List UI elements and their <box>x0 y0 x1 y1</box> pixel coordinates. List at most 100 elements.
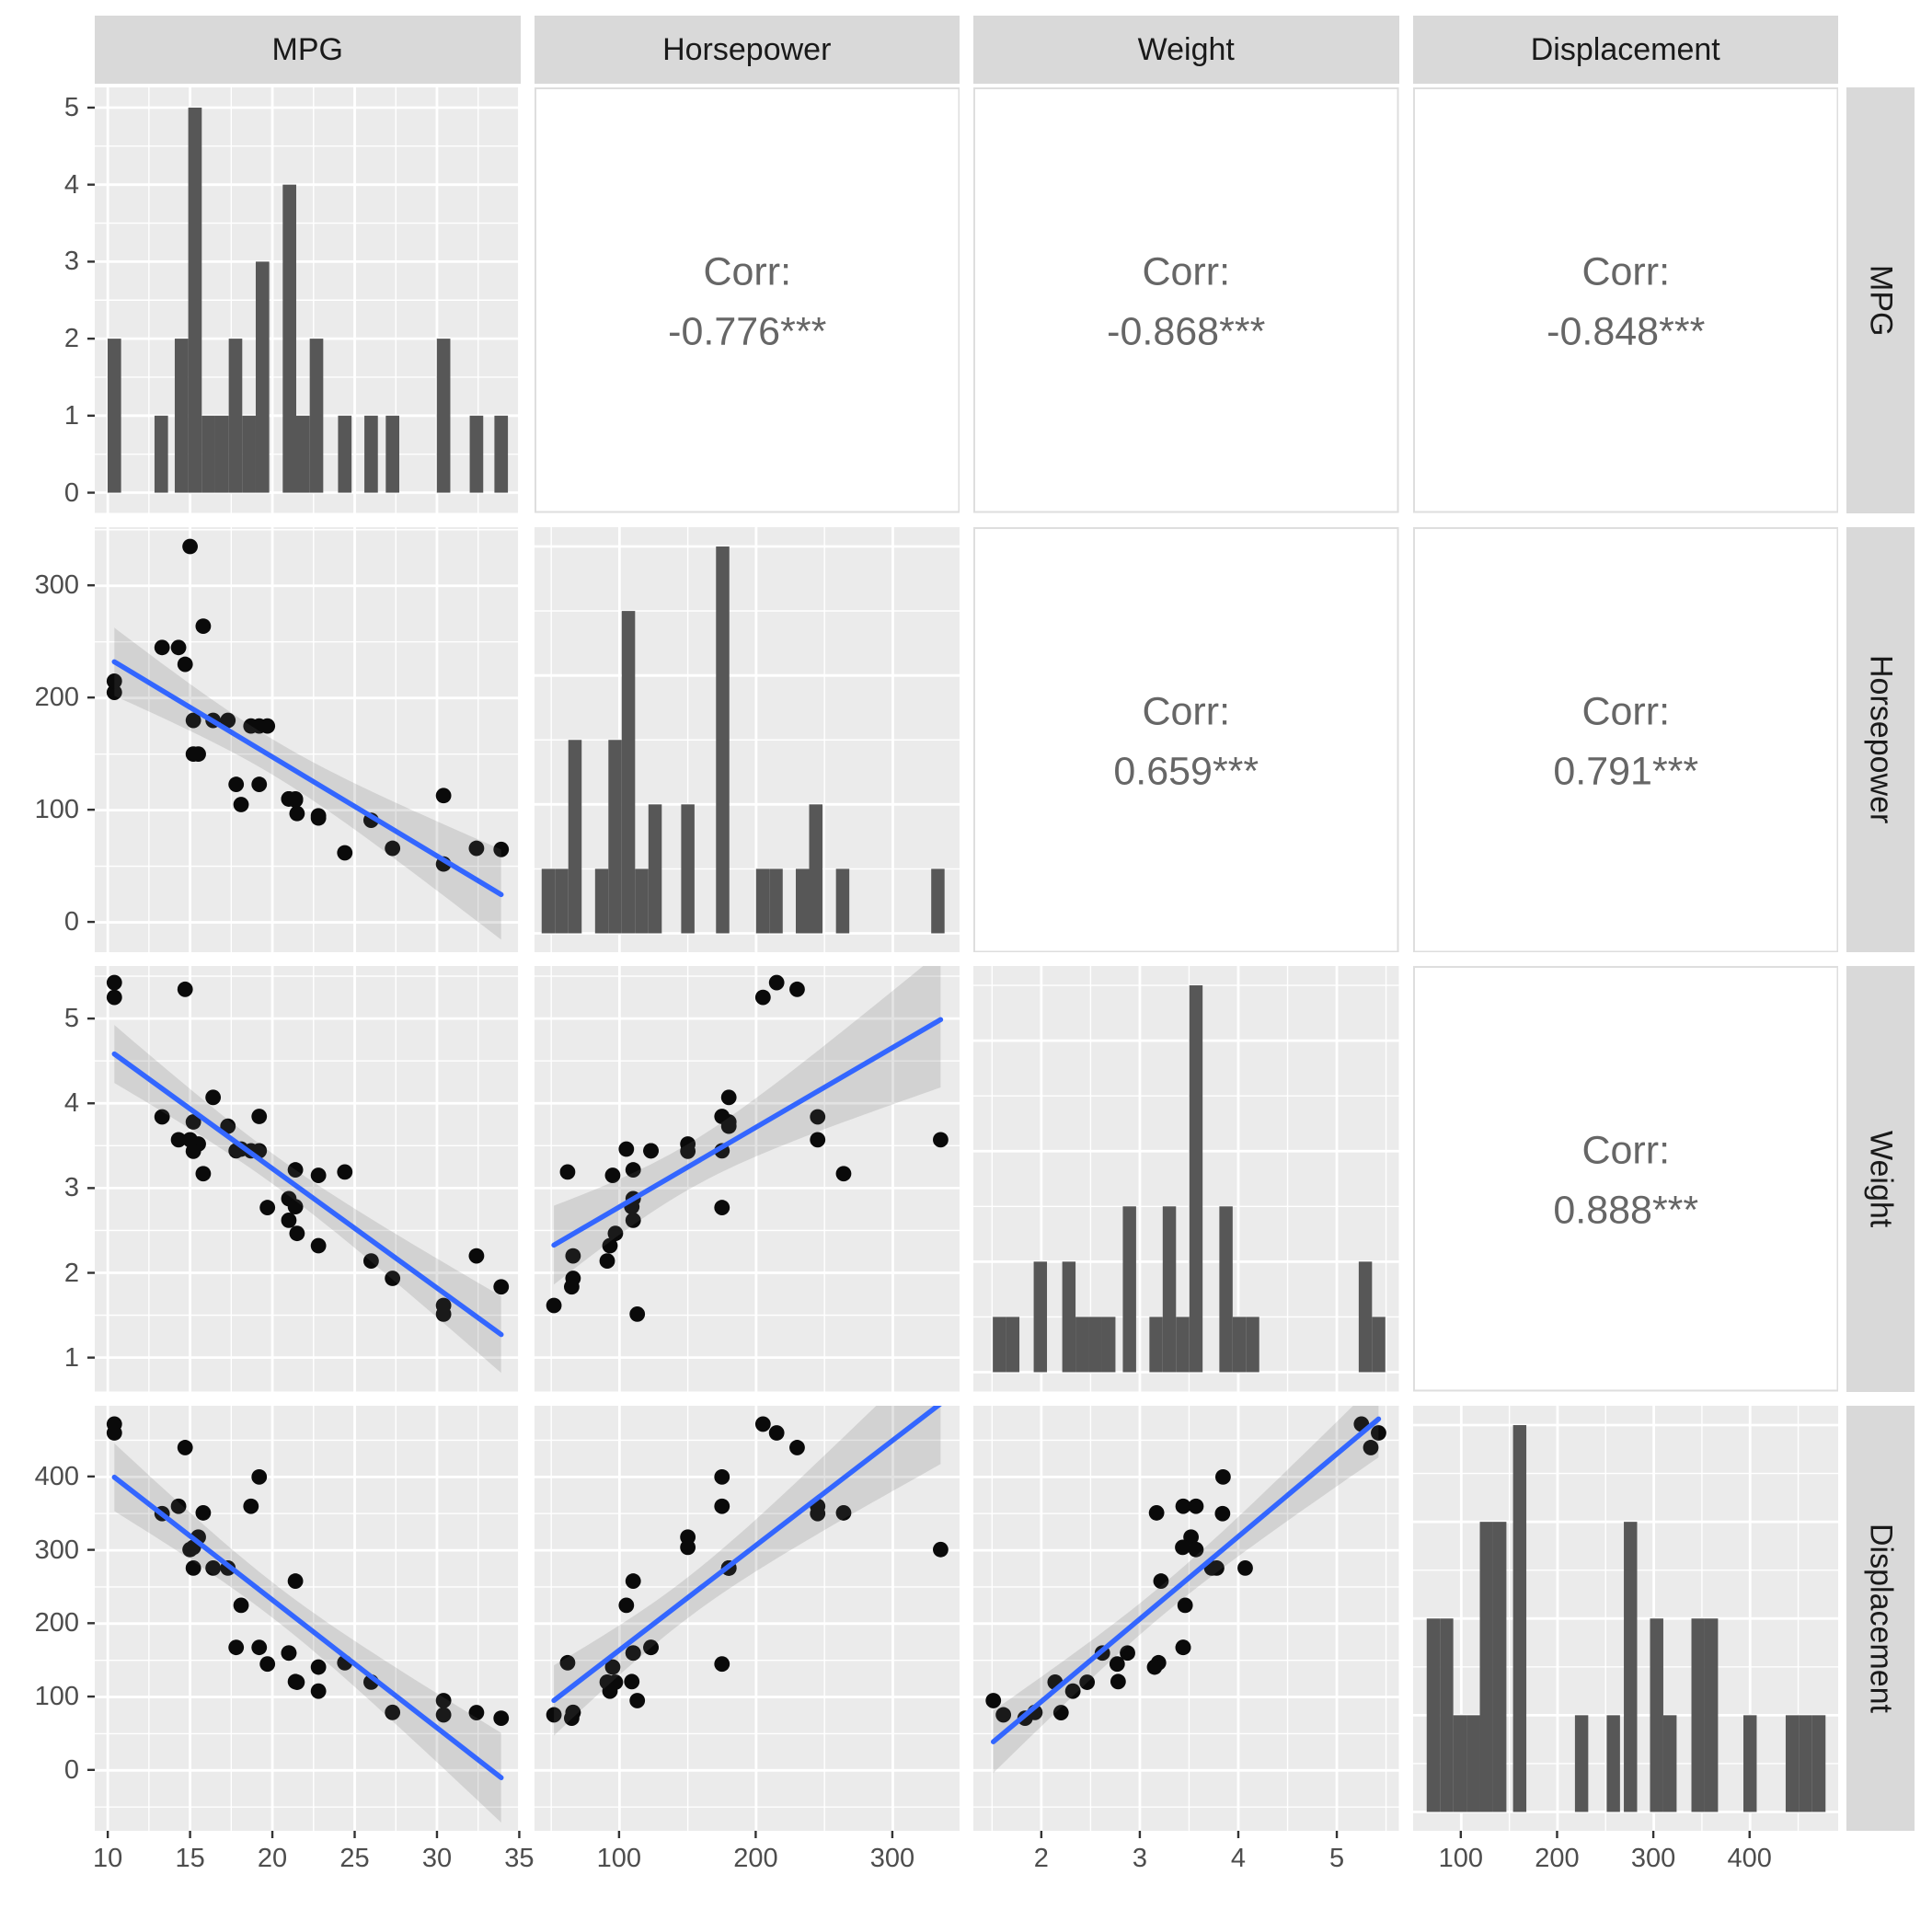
histogram-bar <box>568 739 581 933</box>
histogram-bar <box>1189 985 1203 1373</box>
row-strip-weight: Weight <box>1846 966 1915 1392</box>
histogram-bar <box>1691 1617 1705 1811</box>
y-tick-label: 100 <box>34 1682 79 1712</box>
x-tick-label: 100 <box>1438 1844 1483 1873</box>
confidence-ribbon <box>553 1405 940 1735</box>
row-strip-label: Weight <box>1863 1130 1899 1227</box>
histogram-bar <box>607 739 622 933</box>
y-tick-label: 1 <box>63 400 79 431</box>
histogram-bar <box>154 415 168 493</box>
histogram-bar <box>755 868 769 933</box>
row-strip-label: MPG <box>1863 264 1899 336</box>
histogram-bar <box>1492 1521 1506 1811</box>
grid-lines <box>534 526 960 952</box>
corr-value: -0.776*** <box>668 309 826 353</box>
corr-label: Corr: <box>1142 249 1230 293</box>
histogram-bar <box>1742 1714 1756 1811</box>
y-tick-label: 0 <box>63 907 79 937</box>
hist-panel-disp <box>1412 1405 1838 1831</box>
histogram-bar <box>107 339 121 493</box>
histogram-bar <box>835 868 849 933</box>
histogram-bar <box>1574 1714 1588 1811</box>
scatter-panel-disp-vs-wt <box>973 1405 1399 1831</box>
y-tick-label: 2 <box>63 324 79 354</box>
y-tick-label: 200 <box>34 1608 79 1639</box>
histogram-bar <box>1785 1714 1799 1811</box>
y-tick-label: 300 <box>34 1535 79 1565</box>
corr-panel-mpg-displacement: Corr: -0.848*** <box>1412 87 1838 513</box>
corr-label: Corr: <box>1581 689 1670 733</box>
y-tick-label: 300 <box>34 570 79 601</box>
corr-panel-horsepower-displacement: Corr: 0.791*** <box>1412 526 1838 952</box>
x-tick-label: 300 <box>1630 1844 1676 1873</box>
regression-line <box>111 1474 504 1780</box>
histogram-bar <box>1246 1317 1259 1373</box>
grid-lines <box>95 526 521 952</box>
histogram-bars <box>541 546 945 933</box>
y-tick-label: 1 <box>63 1342 79 1373</box>
column-strip-label: MPG <box>271 31 343 67</box>
x-tick-label: 200 <box>733 1844 778 1873</box>
column-strip-weight: Weight <box>973 16 1399 84</box>
regression-line <box>111 1051 504 1338</box>
histogram-bar <box>1704 1617 1718 1811</box>
histogram-bar <box>385 415 399 493</box>
histogram-bar <box>648 803 661 933</box>
y-tick-label: 200 <box>34 683 79 713</box>
confidence-ribbon <box>114 1443 501 1823</box>
x-tick-label: 3 <box>1132 1844 1147 1873</box>
x-tick-label: 35 <box>504 1844 535 1873</box>
histogram-bar <box>255 261 270 493</box>
y-tick-label: 0 <box>63 477 79 508</box>
x-tick-label: 200 <box>1535 1844 1580 1873</box>
histogram-bar <box>1605 1714 1620 1811</box>
y-tick-label: 5 <box>63 92 79 122</box>
histogram-bar <box>1426 1617 1440 1811</box>
histogram-bar <box>1623 1521 1637 1811</box>
histogram-bar <box>621 610 635 933</box>
histogram-bar <box>1512 1424 1526 1811</box>
x-tick-label: 4 <box>1230 1844 1247 1873</box>
confidence-ribbon <box>114 1025 501 1374</box>
corr-panel-weight-displacement: Corr: 0.888*** <box>1412 966 1838 1392</box>
histogram-bar <box>228 339 243 493</box>
histogram-bar <box>795 868 810 933</box>
histogram-bar <box>594 868 608 933</box>
histogram-bar <box>993 1317 1006 1373</box>
histogram-bar <box>1811 1714 1825 1811</box>
x-tick-label: 30 <box>421 1844 453 1873</box>
histogram-bar <box>1219 1206 1233 1373</box>
histogram-bar <box>1358 1261 1373 1373</box>
histogram-bars <box>993 985 1386 1373</box>
histogram-bar <box>1101 1317 1116 1373</box>
row-strip-label: Horsepower <box>1863 655 1899 824</box>
scatter-panel-hp-vs-mpg <box>95 526 521 952</box>
column-strip-label: Weight <box>1137 31 1235 67</box>
x-tick-label: 20 <box>257 1844 288 1873</box>
scatter-panel-disp-vs-hp <box>534 1405 960 1831</box>
corr-value: -0.868*** <box>1107 309 1265 353</box>
regression-line <box>990 1416 1382 1744</box>
histogram-bar <box>1149 1317 1163 1373</box>
regression-line <box>550 1405 942 1703</box>
row-strip-label: Displacement <box>1863 1523 1899 1713</box>
histogram-bar <box>214 415 229 493</box>
histogram-bar <box>295 415 310 493</box>
histogram-bar <box>188 107 202 493</box>
histogram-bar <box>174 339 189 493</box>
corr-panel-mpg-horsepower: Corr: -0.776*** <box>534 87 960 513</box>
x-tick-label: 100 <box>596 1844 642 1873</box>
histogram-bar <box>1176 1317 1190 1373</box>
corr-value: 0.791*** <box>1553 749 1698 793</box>
x-tick-label: 300 <box>869 1844 915 1873</box>
grid-lines <box>95 966 521 1392</box>
histogram-bar <box>436 339 451 493</box>
histogram-bar <box>930 868 945 933</box>
y-tick-label: 0 <box>63 1754 79 1785</box>
histogram-bar <box>1466 1714 1480 1811</box>
row-strip-horsepower: Horsepower <box>1846 526 1915 952</box>
corr-label: Corr: <box>1581 249 1670 293</box>
y-tick-label: 2 <box>63 1258 79 1288</box>
hist-panel-mpg <box>95 87 521 513</box>
